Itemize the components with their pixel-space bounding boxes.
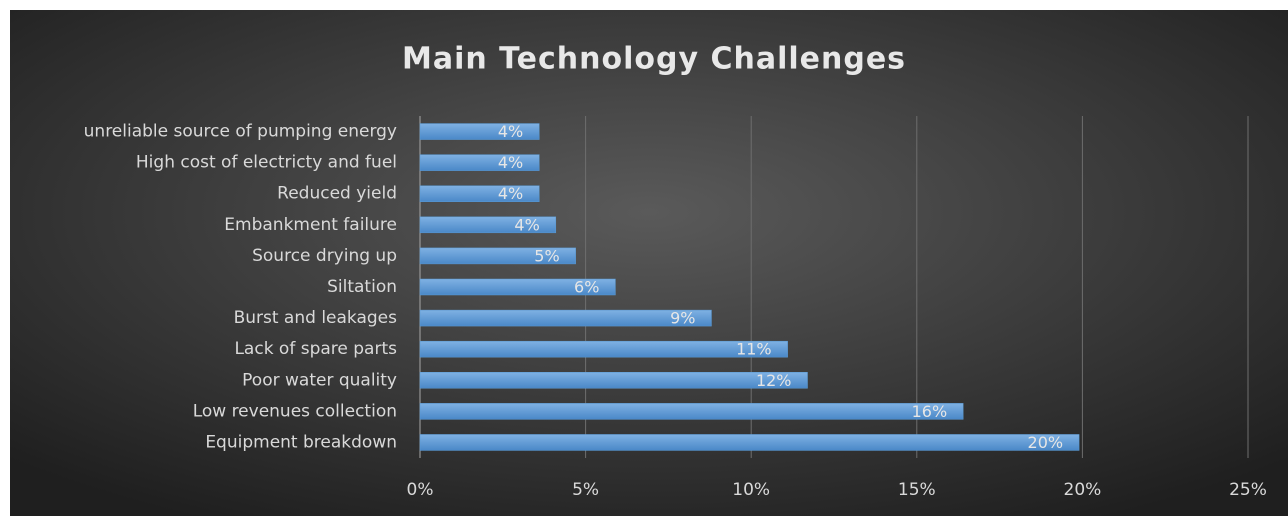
bar (419, 216, 557, 234)
y-tick-label: Poor water quality (242, 370, 397, 390)
y-tick-label: unreliable source of pumping energy (84, 122, 397, 142)
x-tick-label: 10% (732, 480, 770, 500)
x-tick-label: 25% (1229, 480, 1267, 500)
y-tick-label: Embankment failure (224, 215, 397, 235)
data-label: 4% (498, 184, 523, 203)
bar (419, 185, 540, 202)
x-tick-label: 20% (1064, 480, 1102, 500)
bar (419, 434, 1080, 451)
bar (419, 309, 712, 327)
background (10, 10, 1288, 516)
x-tick-label: 0% (407, 480, 434, 500)
bar (419, 372, 808, 389)
data-label: 9% (670, 309, 695, 328)
data-label: 12% (756, 371, 792, 390)
chart-title: Main Technology Challenges (402, 42, 906, 77)
x-tick-label: 5% (572, 480, 599, 500)
data-label: 4% (498, 122, 523, 141)
bar (419, 340, 788, 358)
data-label: 4% (514, 215, 539, 234)
bar (419, 403, 964, 420)
data-label: 16% (912, 402, 948, 421)
y-tick-label: High cost of electricty and fuel (136, 153, 397, 173)
y-tick-label: Source drying up (252, 246, 397, 266)
data-label: 11% (736, 340, 772, 359)
data-label: 6% (574, 278, 599, 297)
x-tick-label: 15% (898, 480, 936, 500)
bar (419, 154, 540, 171)
y-tick-label: Low revenues collection (193, 401, 397, 421)
y-tick-label: Siltation (327, 277, 397, 297)
data-label: 5% (534, 246, 559, 265)
y-tick-label: Burst and leakages (234, 308, 398, 328)
y-tick-label: Reduced yield (277, 184, 397, 204)
y-tick-label: Lack of spare parts (234, 339, 397, 359)
bar (419, 123, 540, 140)
data-label: 20% (1028, 433, 1064, 452)
bar (419, 278, 616, 296)
data-label: 4% (498, 153, 523, 172)
bar (419, 247, 576, 265)
y-tick-label: Equipment breakdown (205, 432, 397, 452)
